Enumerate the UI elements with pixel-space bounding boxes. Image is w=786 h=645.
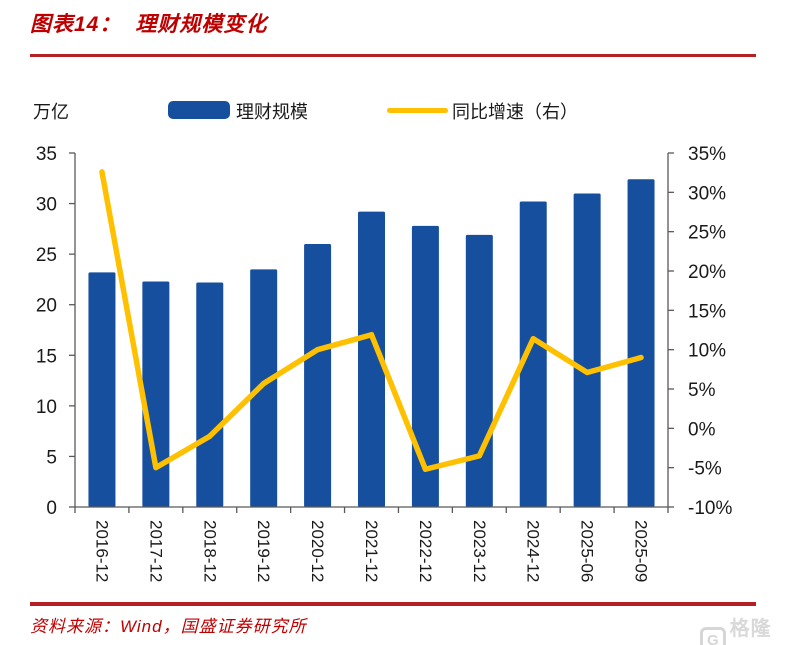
bar-2025-06 [573,193,601,507]
right-axis-tick-label: 5% [688,380,716,401]
gelonghui-watermark: G 格隆汇 [700,612,786,645]
bar-2024-12 [519,201,547,507]
left-axis-tick-label: 20 [36,296,57,317]
bar-2017-12 [142,281,170,507]
bar-2025-09 [627,179,655,507]
left-axis-tick-label: 25 [36,245,57,266]
x-axis-label-2024-12: 2024-12 [524,520,543,582]
left-axis-tick-label: 30 [36,195,57,216]
title-divider [30,54,756,57]
line-legend-swatch-icon [387,108,448,113]
gelonghui-logo-icon: G [700,627,726,645]
x-axis-label-2019-12: 2019-12 [254,520,273,582]
yoy-growth-line [99,169,644,472]
right-axis-tick-label: 25% [688,223,726,244]
x-axis-label-2018-12: 2018-12 [200,520,219,582]
figure-title: 图表14： 理财规模变化 [30,8,267,38]
gelonghui-logo-text: 格隆汇 [729,618,772,640]
x-axis-label-2016-12: 2016-12 [92,520,111,582]
figure-number: 图表14： [30,13,122,36]
left-axis-tick-label: 5 [46,447,57,468]
bar-2019-12 [250,269,278,507]
left-axis-unit-label: 万亿 [33,102,69,122]
line-legend-label: 同比增速（右） [452,102,578,122]
bar-2016-12 [88,272,116,507]
x-axis-label-2023-12: 2023-12 [470,520,489,582]
right-axis-tick-label: 35% [688,144,726,165]
bar-2020-12 [304,244,332,507]
right-axis-tick-label: -10% [688,498,732,519]
right-axis-tick-label: -5% [688,459,722,480]
x-axis-label-2025-06: 2025-06 [578,520,597,582]
right-axis-tick-label: 30% [688,183,726,204]
right-axis-tick-label: 15% [688,301,726,322]
x-axis-label-2017-12: 2017-12 [146,520,165,582]
bar-2022-12 [411,225,439,507]
left-axis-tick-label: 0 [46,498,57,519]
right-axis-tick-label: 0% [688,419,716,440]
bar-2021-12 [358,211,385,508]
bar-2023-12 [465,234,493,507]
x-axis-label-2021-12: 2021-12 [362,520,381,582]
bar-2018-12 [196,282,224,507]
right-axis-tick-label: 10% [688,341,726,362]
left-axis-tick-label: 10 [36,397,57,418]
footer-divider [30,602,756,606]
x-axis-label-2025-09: 2025-09 [632,520,651,582]
left-axis-tick-label: 15 [36,346,57,367]
right-axis-tick-label: 20% [688,262,726,283]
bar-legend-swatch-icon [168,101,230,119]
figure-name: 理财规模变化 [135,13,268,36]
x-axis-label-2020-12: 2020-12 [308,520,327,582]
source-note: 资料来源：Wind，国盛证券研究所 [30,617,307,636]
left-axis-tick-label: 35 [36,144,57,165]
x-axis-label-2022-12: 2022-12 [416,520,435,582]
bar-legend-label: 理财规模 [236,102,308,122]
combo-chart: 0 5 10 15 20 25 30 35 -10% -5% 0% 5% 10% 15% 20% 25% 30%… [36,144,733,582]
